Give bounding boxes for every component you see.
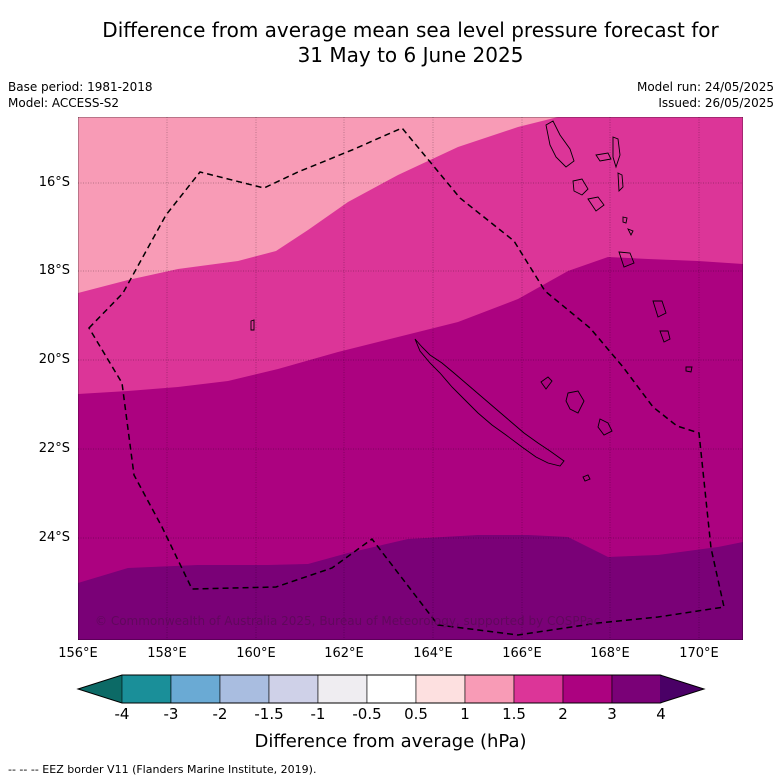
colorbar-cell [318, 675, 367, 703]
colorbar-tick-label: -1.5 [249, 705, 289, 723]
lon-label-170e: 170°E [664, 646, 734, 661]
colorbar-cell [269, 675, 318, 703]
colorbar-cell [563, 675, 612, 703]
lat-label-16s: 16°S [0, 175, 70, 190]
colorbar-cell [465, 675, 514, 703]
colorbar-cell [514, 675, 563, 703]
colorbar-cell [367, 675, 416, 703]
meta-right: Model run: 24/05/2025 Issued: 26/05/2025 [637, 79, 774, 111]
colorbar-tick-label: -2 [200, 705, 240, 723]
lon-label-164e: 164°E [398, 646, 468, 661]
issued-text: Issued: 26/05/2025 [637, 95, 774, 111]
eez-legend-footnote: -- -- -- EEZ border V11 (Flanders Marine… [8, 763, 316, 776]
colorbar-tick-label: -3 [151, 705, 191, 723]
colorbar-tick-label: 0.5 [396, 705, 436, 723]
colorbar-cell [612, 675, 661, 703]
colorbar-tick-label: -1 [298, 705, 338, 723]
lat-label-20s: 20°S [0, 352, 70, 367]
colorbar-tick-label: 1.5 [494, 705, 534, 723]
colorbar-label: Difference from average (hPa) [0, 731, 781, 752]
lon-label-160e: 160°E [221, 646, 291, 661]
title-line-1: Difference from average mean sea level p… [0, 18, 781, 43]
lon-label-156e: 156°E [43, 646, 113, 661]
pressure-anomaly-map [78, 117, 743, 640]
colorbar-cell [122, 675, 171, 703]
lon-label-158e: 158°E [132, 646, 202, 661]
lat-label-22s: 22°S [0, 441, 70, 456]
lon-label-166e: 166°E [487, 646, 557, 661]
lon-label-162e: 162°E [309, 646, 379, 661]
colorbar-cell [171, 675, 220, 703]
colorbar-tick-label: -0.5 [347, 705, 387, 723]
colorbar-tick-label: 3 [592, 705, 632, 723]
colorbar-tick-label: -4 [102, 705, 142, 723]
model-run-text: Model run: 24/05/2025 [637, 79, 774, 95]
colorbar [0, 672, 781, 706]
lon-label-168e: 168°E [575, 646, 645, 661]
lat-label-18s: 18°S [0, 263, 70, 278]
colorbar-tick-label: 2 [543, 705, 583, 723]
colorbar-cell [416, 675, 465, 703]
lat-label-24s: 24°S [0, 530, 70, 545]
colorbar-tick-label: 1 [445, 705, 485, 723]
colorbar-cell [220, 675, 269, 703]
colorbar-under-arrow [78, 675, 122, 703]
meta-left: Base period: 1981-2018 Model: ACCESS-S2 [8, 79, 153, 111]
copyright-text: © Commonwealth of Australia 2025, Bureau… [95, 614, 600, 628]
colorbar-tick-label: 4 [641, 705, 681, 723]
map-title: Difference from average mean sea level p… [0, 18, 781, 68]
base-period-text: Base period: 1981-2018 [8, 79, 153, 95]
title-line-2: 31 May to 6 June 2025 [0, 43, 781, 68]
colorbar-cells [122, 675, 661, 703]
model-text: Model: ACCESS-S2 [8, 95, 153, 111]
colorbar-over-arrow [660, 675, 704, 703]
